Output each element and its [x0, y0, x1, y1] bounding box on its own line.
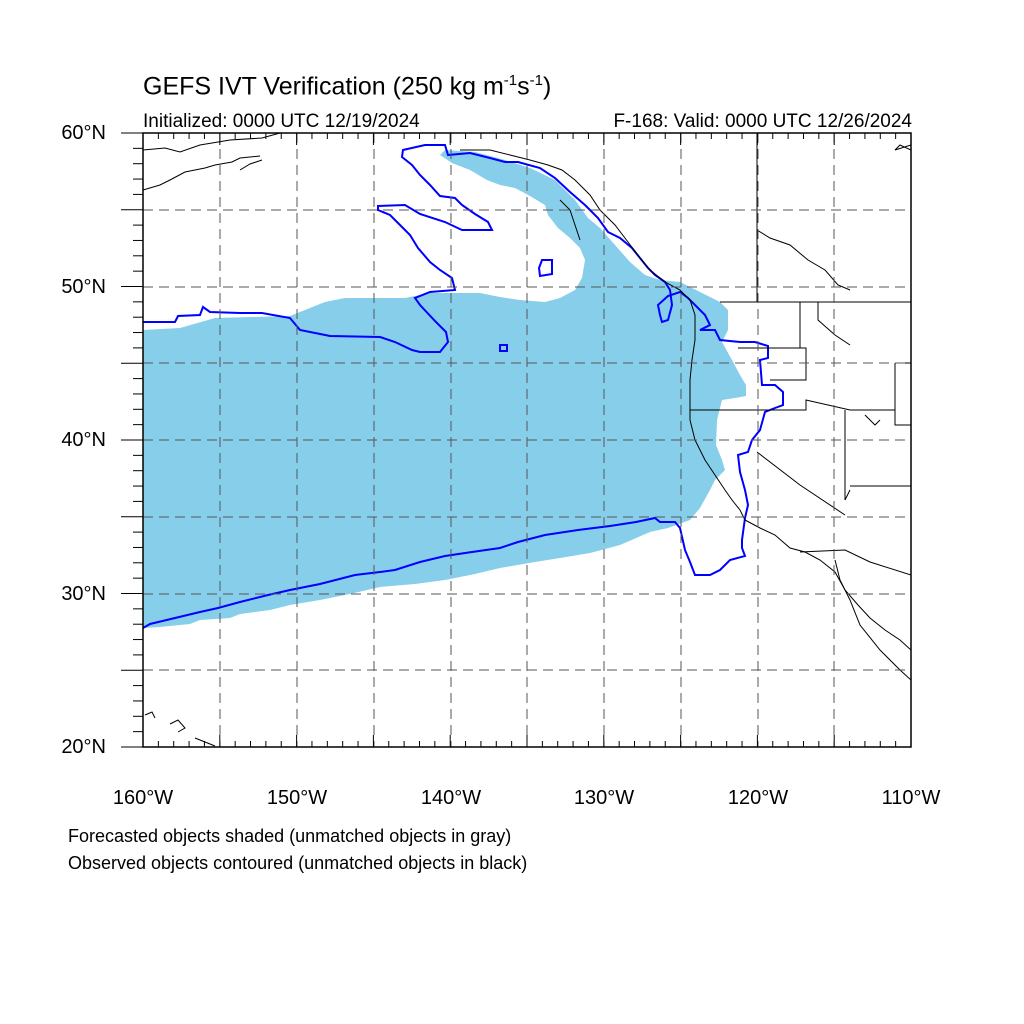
- x-tick-label: 120°W: [727, 787, 789, 809]
- grid-lines: [143, 133, 911, 747]
- x-tick-label: 160°W: [112, 787, 174, 809]
- y-tick-label: 20°N: [61, 736, 106, 758]
- x-tick-label: 150°W: [266, 787, 328, 809]
- observed-ivt-object: [143, 144, 784, 629]
- observed-ivt-object-small: [537, 259, 553, 278]
- y-tick-label: 50°N: [61, 276, 106, 298]
- forecast-ivt-object: [143, 150, 746, 628]
- y-tick-label: 40°N: [61, 429, 106, 451]
- axis-ticks: [121, 132, 912, 748]
- chart-title: GEFS IVT Verification (250 kg m-1s-1): [143, 72, 552, 101]
- valid-time: F-168: Valid: 0000 UTC 12/26/2024: [613, 111, 912, 132]
- initialized-time: Initialized: 0000 UTC 12/19/2024: [143, 111, 420, 132]
- x-tick-label: 130°W: [573, 787, 635, 809]
- legend-forecast: Forecasted objects shaded (unmatched obj…: [68, 826, 512, 846]
- x-tick-label: 140°W: [420, 787, 482, 809]
- y-tick-label: 30°N: [61, 583, 106, 605]
- y-tick-label: 60°N: [61, 122, 106, 144]
- observed-ivt-object-dot: [499, 344, 508, 352]
- x-tick-label: 110°W: [881, 787, 941, 809]
- legend-observed: Observed objects contoured (unmatched ob…: [68, 853, 528, 873]
- coastlines: [143, 133, 911, 747]
